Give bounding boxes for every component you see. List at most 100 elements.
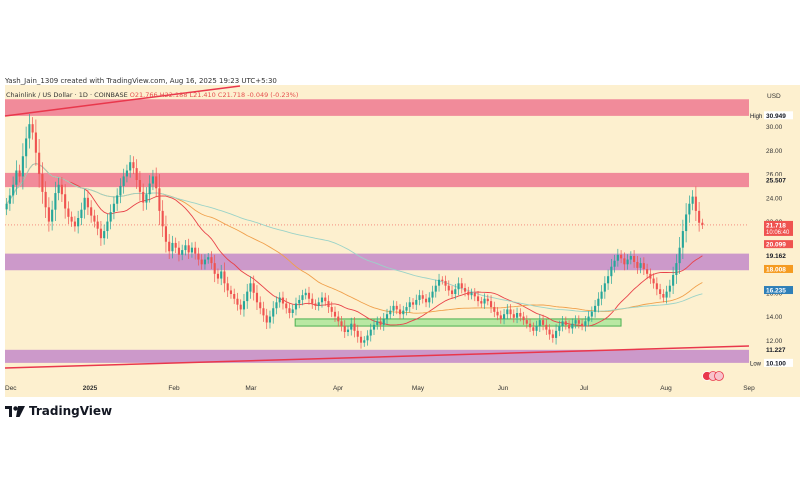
candle <box>467 286 470 300</box>
x-tick-label: Apr <box>333 385 344 392</box>
candle-body <box>155 176 158 189</box>
candle-body <box>246 291 249 302</box>
candle <box>122 168 125 194</box>
price-marker-value: 11.227 <box>766 347 786 354</box>
candle <box>18 164 21 183</box>
candle-body <box>597 298 600 306</box>
candle <box>207 253 210 264</box>
candle <box>60 177 63 202</box>
candle <box>171 235 174 259</box>
price-marker: 20.099 <box>764 240 793 249</box>
candle <box>242 294 246 317</box>
candle-body <box>262 308 265 316</box>
price-marker: 10.100 Low <box>750 358 793 367</box>
candle-body <box>194 247 197 254</box>
candle <box>272 301 275 324</box>
candle <box>177 241 180 262</box>
price-marker-label: Low <box>750 361 762 367</box>
candle <box>168 234 171 259</box>
candle <box>25 126 28 169</box>
candle-body <box>34 132 37 153</box>
candle <box>112 196 115 220</box>
candle <box>70 211 73 227</box>
candle <box>385 308 389 325</box>
candle-body <box>408 302 411 308</box>
y-tick-label: 26.00 <box>766 172 783 179</box>
candle <box>483 293 486 309</box>
candle <box>532 322 535 336</box>
x-tick-label: Feb <box>168 385 180 392</box>
price-marker: 19.162 <box>764 251 793 260</box>
candle <box>90 200 93 223</box>
candle-body <box>525 320 528 324</box>
candle-body <box>402 310 405 315</box>
candle <box>437 273 441 292</box>
candle <box>392 300 395 316</box>
candle-body <box>317 302 320 306</box>
candle <box>285 298 288 314</box>
price-marker-bg <box>764 264 793 273</box>
candle <box>587 311 590 327</box>
candle-body <box>181 250 184 255</box>
candle <box>327 295 330 313</box>
legend-symbol: Chainlink / US Dollar · 1D · COINBASE <box>6 91 128 99</box>
candle-body <box>255 292 259 303</box>
candle <box>330 301 333 318</box>
candle <box>418 289 421 306</box>
candle <box>158 174 161 226</box>
candle-body <box>489 301 493 308</box>
candle <box>431 285 434 304</box>
candle <box>288 302 291 319</box>
event-icon-3[interactable] <box>714 371 724 381</box>
candle-body <box>662 294 665 298</box>
candle-body <box>77 218 80 227</box>
candle <box>194 241 197 260</box>
candle-body <box>96 221 99 229</box>
candle <box>350 317 353 336</box>
candle <box>28 114 31 149</box>
candle-body <box>600 291 603 299</box>
candle <box>333 306 337 322</box>
candle-body <box>415 299 418 305</box>
candle <box>672 266 675 294</box>
candle <box>577 315 580 329</box>
event-icons[interactable] <box>702 371 724 381</box>
candle <box>502 308 506 325</box>
candle <box>93 209 96 228</box>
candle <box>249 276 252 299</box>
candle <box>629 251 632 265</box>
candle-body <box>587 316 590 322</box>
candle-body <box>311 298 314 304</box>
candle-body <box>636 261 639 268</box>
candle <box>561 315 564 332</box>
candle <box>454 283 457 300</box>
candle-body <box>548 329 551 335</box>
candle <box>190 242 193 258</box>
candle <box>688 195 691 223</box>
candle <box>668 279 671 298</box>
candle-body <box>411 302 415 305</box>
price-marker-bg <box>764 358 793 367</box>
candle-body <box>642 263 645 270</box>
candle <box>584 315 587 332</box>
tradingview-brand[interactable]: TradingView <box>5 404 112 418</box>
candle <box>616 248 619 267</box>
candle-body <box>659 289 662 294</box>
candle-body <box>207 257 210 260</box>
candle-body <box>457 283 460 290</box>
candle-body <box>226 283 229 291</box>
candle-body <box>590 311 593 317</box>
candle <box>99 220 102 246</box>
candle-body <box>509 309 512 315</box>
candle-body <box>405 307 408 311</box>
x-tick-label: Sep <box>743 385 755 392</box>
candle <box>57 177 60 201</box>
candle <box>457 277 460 296</box>
x-tick-label: Jul <box>580 385 589 392</box>
candle-body <box>639 263 642 268</box>
candle-body <box>633 256 636 262</box>
candle-body <box>197 253 200 260</box>
candle-body <box>216 273 220 279</box>
candle-body <box>353 323 356 331</box>
